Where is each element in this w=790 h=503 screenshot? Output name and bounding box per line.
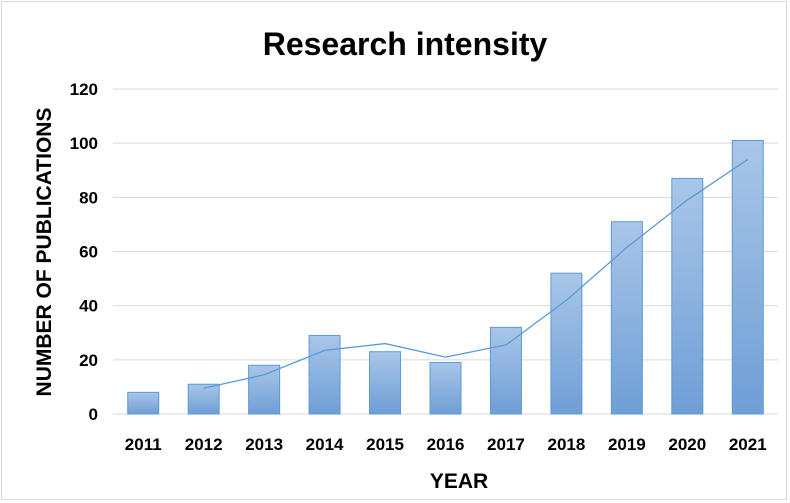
bar-2020 [671, 177, 704, 415]
x-tick-label: 2014 [306, 435, 344, 454]
x-tick-label: 2017 [487, 435, 525, 454]
bar-2018 [550, 272, 583, 415]
x-tick-labels: 2011 2012 2013 2014 2015 2016 2017 2018 2019 2020… [125, 435, 767, 454]
x-tick-label: 2019 [608, 435, 646, 454]
bar-2013 [248, 364, 281, 415]
x-tick-label: 2018 [547, 435, 585, 454]
trendline-group [203, 158, 749, 389]
bar-2017 [489, 326, 522, 415]
y-tick-label: 100 [70, 134, 98, 153]
bar-2014 [308, 334, 341, 415]
y-tick-label: 80 [79, 188, 98, 207]
bar-2021 [731, 139, 764, 415]
x-tick-label: 2020 [668, 435, 706, 454]
bar-2016 [429, 362, 462, 415]
y-tick-label: 40 [79, 297, 98, 316]
x-tick-label: 2013 [245, 435, 283, 454]
x-tick-label: 2021 [729, 435, 767, 454]
gridlines [113, 88, 778, 415]
chart-title: Research intensity [263, 26, 548, 62]
trendline [203, 158, 749, 389]
bars [127, 139, 764, 415]
y-tick-label: 20 [79, 351, 98, 370]
x-tick-label: 2012 [185, 435, 223, 454]
x-axis-title: YEAR [430, 470, 488, 493]
y-tick-label: 0 [89, 405, 98, 424]
bar-2019 [610, 221, 643, 415]
bar-2011 [127, 391, 160, 415]
y-tick-labels: 0 20 40 60 80 100 120 [70, 80, 98, 424]
y-tick-label: 60 [79, 243, 98, 262]
x-tick-label: 2016 [427, 435, 465, 454]
bar-2012 [187, 383, 220, 415]
bar-2015 [369, 351, 402, 415]
y-tick-label: 120 [70, 80, 98, 99]
x-tick-label: 2015 [366, 435, 404, 454]
x-tick-label: 2011 [125, 435, 162, 454]
y-axis-title: NUMBER OF PUBLICATIONS [33, 108, 56, 397]
